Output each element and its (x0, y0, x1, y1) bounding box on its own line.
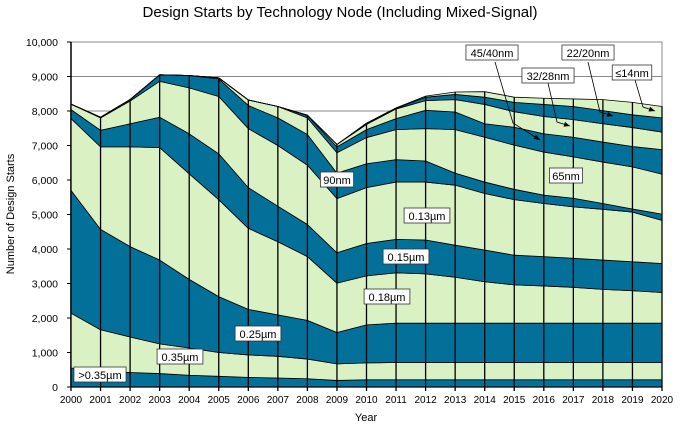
series-label: 90nm (323, 175, 351, 187)
y-tick-label: 10,000 (26, 37, 58, 49)
label-box (403, 207, 451, 224)
y-tick-label: 2,000 (32, 313, 58, 325)
x-tick-label: 2009 (326, 395, 349, 406)
x-tick-label: 2003 (149, 395, 172, 406)
x-tick-label: 2018 (592, 395, 615, 406)
series-label: 0.35µm (162, 352, 199, 364)
series-label: 0.13µm (409, 211, 446, 223)
series-label: ≤14nm (615, 68, 649, 80)
chart-title: Design Starts by Technology Node (Includ… (143, 4, 538, 21)
arrowhead-icon (606, 111, 613, 117)
series-label: 45/40nm (471, 48, 514, 60)
x-tick-label: 2015 (503, 395, 526, 406)
label-box (319, 171, 354, 188)
label-box (234, 325, 282, 342)
series-label: 0.25µm (240, 329, 277, 341)
x-tick-label: 2006 (237, 395, 260, 406)
y-tick-label: 8,000 (32, 106, 58, 118)
x-tick-label: 2011 (385, 395, 407, 406)
y-tick-label: 4,000 (32, 244, 58, 256)
y-axis-label: Number of Design Starts (5, 153, 17, 274)
series-label: 65nm (552, 171, 580, 183)
arrowhead-icon (648, 106, 655, 112)
x-tick-label: 2019 (621, 395, 644, 406)
x-tick-label: 2010 (355, 395, 378, 406)
label-box (611, 64, 653, 81)
x-tick-label: 2020 (651, 395, 674, 406)
series-labels: >0.35µm 0.35µm 0.25µm 0.18µm 0.15µm 0.13µm 90n… (73, 44, 656, 383)
x-tick-label: 2001 (89, 395, 112, 406)
x-tick-label: 2012 (414, 395, 437, 406)
arrowhead-icon (563, 121, 570, 127)
x-tick-label: 2004 (178, 395, 201, 406)
series-label: 32/28nm (527, 71, 570, 83)
y-tick-label: 1,000 (32, 348, 58, 360)
x-axis-ticks: 2000 2001 2002 2003 2004 2005 2006 2007 2008 2009… (60, 395, 674, 406)
x-tick-label: 2017 (562, 395, 585, 406)
y-tick-label: 7,000 (32, 141, 58, 153)
arrowhead-icon (533, 134, 540, 140)
y-tick-label: 3,000 (32, 279, 58, 291)
label-box (521, 67, 575, 84)
x-tick-label: 2014 (474, 395, 497, 406)
label-box (549, 167, 584, 184)
series-label: >0.35µm (78, 370, 121, 382)
y-tick-label: 0 (52, 382, 58, 394)
x-axis-label: Year (355, 412, 378, 424)
year-lines (70, 74, 663, 391)
y-axis-ticks: 0 1,000 2,000 3,000 4,000 5,000 6,000 7,000 8,00… (26, 37, 71, 394)
label-box (382, 248, 430, 265)
x-tick-label: 2005 (208, 395, 231, 406)
label-box (561, 44, 615, 61)
x-tick-label: 2002 (119, 395, 142, 406)
y-tick-label: 5,000 (32, 210, 58, 222)
label-box (156, 348, 204, 365)
label-box (465, 44, 519, 61)
x-tick-label: 2008 (296, 395, 319, 406)
x-tick-label: 2007 (267, 395, 290, 406)
x-tick-label: 2016 (533, 395, 556, 406)
label-box (73, 366, 127, 383)
series-label: 0.15µm (388, 252, 425, 264)
label-leader-line (494, 61, 541, 141)
series-label: 22/20nm (567, 48, 610, 60)
series-label: 0.18µm (369, 292, 406, 304)
y-tick-label: 6,000 (32, 175, 58, 187)
y-tick-label: 9,000 (32, 72, 58, 84)
x-tick-label: 2000 (60, 395, 83, 406)
x-tick-label: 2013 (444, 395, 467, 406)
label-box (363, 288, 411, 305)
